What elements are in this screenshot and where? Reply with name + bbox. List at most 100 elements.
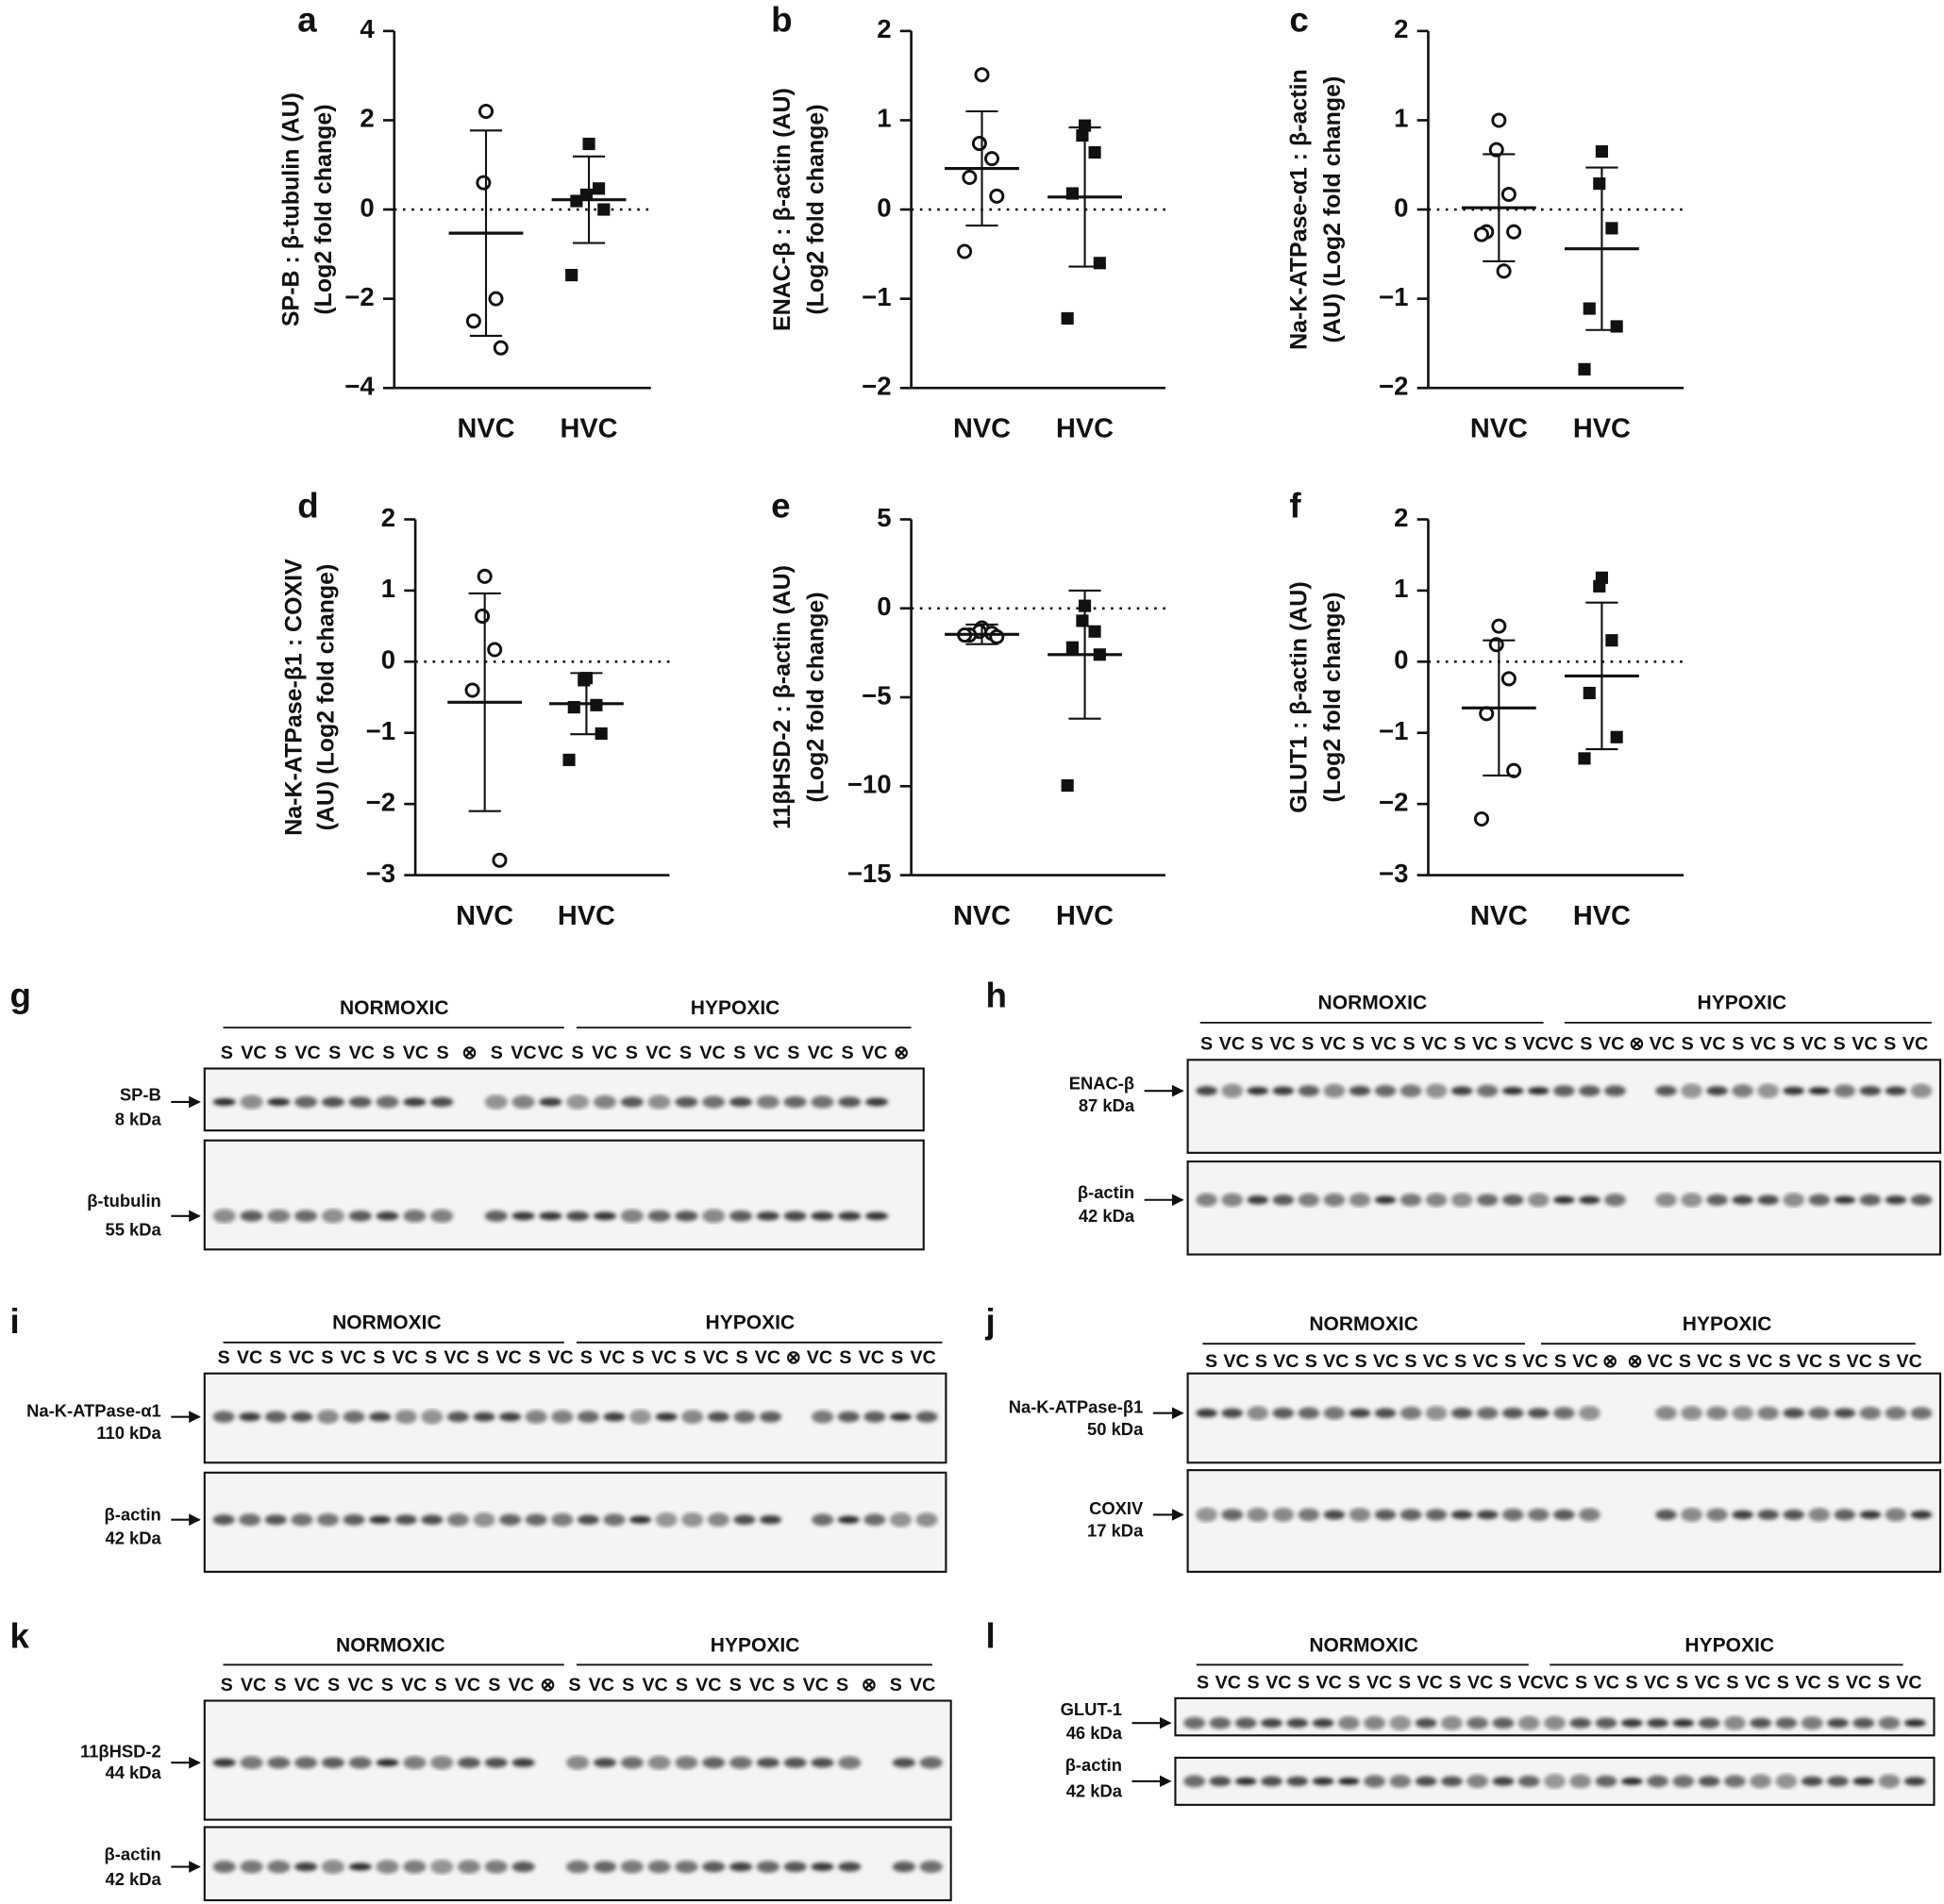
band (566, 1860, 590, 1874)
lane-label: VC (1599, 1034, 1624, 1055)
lane-label: S (1575, 1672, 1587, 1693)
band (1852, 1717, 1875, 1729)
band (1859, 1194, 1882, 1206)
lane-label: VC (495, 1347, 521, 1368)
lane-label: S (580, 1347, 593, 1368)
y-tick-label: −2 (1379, 787, 1408, 816)
lane-label: S (435, 1675, 447, 1695)
group-header: NORMOXIC (1309, 1313, 1418, 1335)
point (1491, 618, 1507, 634)
band (837, 1515, 860, 1524)
lane-label: VC (547, 1347, 573, 1368)
y-axis-label: (AU) (Log2 fold change) (1319, 76, 1346, 343)
group-header: NORMOXIC (332, 1312, 442, 1334)
lane-label: S (571, 1043, 583, 1063)
size-label: 44 kDa (106, 1762, 162, 1782)
band (566, 1755, 590, 1770)
band (1579, 1195, 1600, 1205)
band (577, 1411, 599, 1423)
band (1247, 1508, 1269, 1522)
y-axis-label: (Log2 fold change) (802, 592, 829, 802)
band (603, 1513, 626, 1527)
band (1312, 1777, 1334, 1786)
band (1196, 1409, 1218, 1418)
lane-label: S (1399, 1672, 1411, 1693)
band (348, 1756, 372, 1769)
band (1827, 1776, 1849, 1787)
band (647, 1860, 671, 1874)
size-label: 110 kDa (96, 1423, 161, 1443)
band (316, 1410, 340, 1425)
band (675, 1756, 698, 1770)
point (1595, 144, 1608, 159)
y-tick-label: 2 (360, 104, 374, 133)
x-tick-label: NVC (953, 901, 1011, 931)
x-tick-label: HVC (1573, 414, 1631, 444)
y-tick-label: −10 (847, 770, 892, 799)
band (1466, 1774, 1489, 1789)
band (1476, 1407, 1499, 1420)
size-label: 46 kDa (1066, 1723, 1123, 1743)
band (212, 1758, 236, 1767)
panel-letter: j (984, 1302, 995, 1341)
lane-label: VC (1320, 1034, 1346, 1055)
band (343, 1411, 365, 1424)
y-axis-label: (AU) (Log2 fold change) (312, 564, 339, 831)
lane-label: S (1828, 1351, 1840, 1372)
point (1061, 778, 1074, 793)
lane-label: S (1305, 1351, 1317, 1372)
panel-letter: h (985, 976, 1006, 1014)
band (733, 1514, 756, 1526)
x-tick-label: HVC (1056, 414, 1114, 444)
lane-label: S (1247, 1672, 1259, 1693)
lane-label: S (1732, 1034, 1744, 1055)
point (1506, 224, 1522, 240)
band (1209, 1776, 1232, 1787)
band (566, 1211, 590, 1221)
lane-label: VC (1273, 1351, 1299, 1372)
lane-label: VC (699, 1043, 725, 1063)
lane-label: S (274, 1675, 286, 1695)
band (1808, 1407, 1831, 1420)
lane-label: ⊗ (461, 1043, 478, 1063)
band (1527, 1508, 1550, 1522)
band (1834, 1084, 1856, 1097)
lane-label: VC (241, 1675, 266, 1695)
band (1604, 1194, 1626, 1207)
band (457, 1860, 481, 1874)
band (457, 1757, 481, 1768)
protein-label: Na-K-ATPase-α1 (26, 1400, 161, 1420)
group-header: NORMOXIC (340, 997, 449, 1019)
band (1706, 1086, 1728, 1096)
band (403, 1860, 427, 1874)
band (1750, 1774, 1772, 1789)
point (1473, 226, 1489, 242)
lane-label: VC (1802, 1034, 1827, 1055)
lane-label: S (1676, 1672, 1688, 1693)
lane-label: S (488, 1675, 500, 1695)
lane-label: S (782, 1675, 795, 1695)
point (1491, 112, 1507, 128)
y-tick-label: −2 (1379, 372, 1408, 401)
band (1234, 1717, 1257, 1729)
band (1425, 1083, 1448, 1098)
lane-label: VC (347, 1675, 373, 1695)
band (647, 1210, 671, 1222)
band (1247, 1086, 1269, 1095)
lane-label: S (676, 1675, 688, 1695)
lane-label: S (622, 1675, 634, 1695)
lane-label: VC (241, 1043, 266, 1063)
band (1544, 1774, 1566, 1789)
band (1415, 1776, 1437, 1787)
lane-label: VC (1896, 1672, 1921, 1693)
lane-label: VC (1594, 1672, 1619, 1693)
lane-label: S (1726, 1672, 1738, 1693)
band (1323, 1083, 1346, 1098)
lane-label: VC (1265, 1672, 1291, 1693)
band (1910, 1083, 1933, 1098)
lane-label: ⊗ (894, 1043, 910, 1063)
protein-label: GLUT-1 (1061, 1699, 1122, 1719)
band (1706, 1194, 1728, 1206)
x-tick-label: NVC (1470, 414, 1528, 444)
